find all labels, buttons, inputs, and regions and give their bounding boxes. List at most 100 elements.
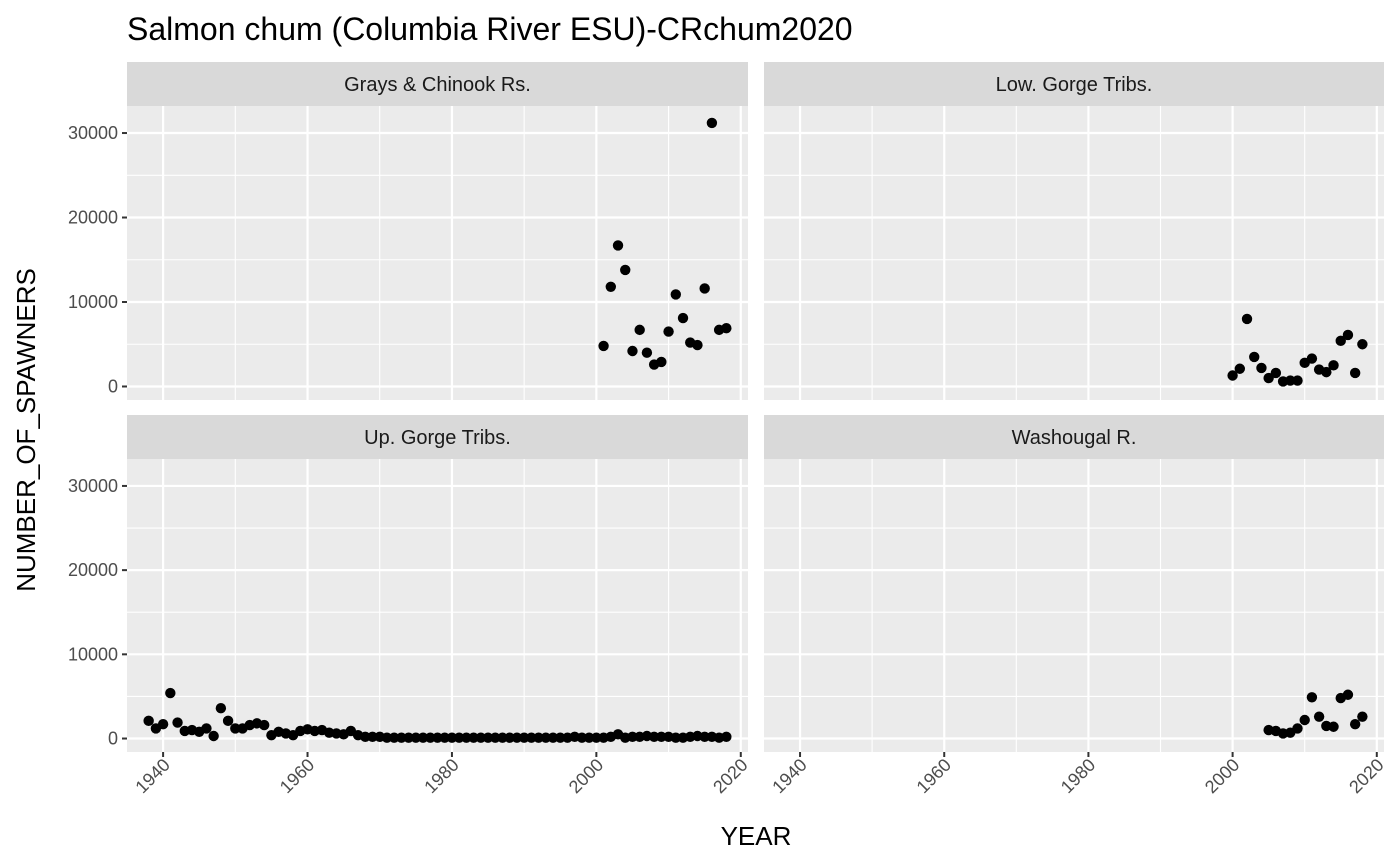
data-point <box>157 719 169 730</box>
data-point <box>627 345 638 357</box>
data-point <box>663 326 674 337</box>
facet-panel-up-gorge-tribs: Up. Gorge Tribs. <box>127 415 748 752</box>
data-point <box>461 732 472 743</box>
y-tick-label: 20000 <box>68 560 118 580</box>
data-point <box>1349 367 1361 379</box>
data-point <box>555 732 566 743</box>
data-point <box>1342 689 1354 700</box>
y-tick-label: 10000 <box>68 292 118 312</box>
data-point <box>591 732 602 743</box>
x-tick-label: 2020 <box>1345 755 1387 797</box>
data-point <box>670 289 681 300</box>
x-axis-title: YEAR <box>721 821 792 851</box>
data-point <box>598 340 609 352</box>
y-tick-label: 30000 <box>68 476 118 496</box>
data-point <box>201 723 212 734</box>
data-point <box>648 731 660 743</box>
data-point <box>1342 329 1354 341</box>
data-point <box>468 732 479 743</box>
data-point <box>1357 711 1368 722</box>
data-point <box>1313 711 1325 722</box>
data-point <box>143 715 154 727</box>
data-point <box>259 719 270 731</box>
facet-strip-label: Grays & Chinook Rs. <box>344 74 531 96</box>
y-tick-label: 30000 <box>68 123 118 143</box>
data-point <box>490 732 501 743</box>
data-point <box>446 732 458 743</box>
data-point <box>439 732 450 743</box>
data-point <box>641 347 653 358</box>
data-point <box>1328 721 1339 732</box>
data-point <box>1270 367 1282 379</box>
data-point <box>656 356 667 368</box>
data-point <box>1357 339 1368 350</box>
data-point <box>1349 719 1361 730</box>
data-point <box>706 117 718 129</box>
data-point <box>634 324 645 336</box>
x-tick-label: 1940 <box>131 755 173 797</box>
data-point <box>475 732 487 743</box>
data-point <box>1299 714 1310 726</box>
facet-panel-washougal-r: Washougal R. <box>764 415 1384 752</box>
data-point <box>1328 360 1339 371</box>
data-point <box>417 732 429 743</box>
x-tick-label: 2020 <box>709 755 751 797</box>
x-tick-label: 1940 <box>768 755 810 797</box>
panel-background <box>764 106 1384 400</box>
x-tick-label: 2000 <box>565 755 607 797</box>
data-point <box>547 732 559 743</box>
data-point <box>1306 353 1318 364</box>
data-point <box>1263 372 1274 384</box>
data-point <box>172 717 183 728</box>
data-point <box>432 732 443 743</box>
data-point <box>721 731 732 743</box>
data-point <box>1321 366 1332 378</box>
facet-strip-label: Up. Gorge Tribs. <box>364 427 511 449</box>
facet-strip <box>764 415 1384 459</box>
data-point <box>482 732 494 743</box>
data-point <box>612 240 624 251</box>
data-point <box>699 283 710 294</box>
x-tick-label: 1960 <box>913 755 955 797</box>
y-tick-label: 0 <box>108 376 118 396</box>
data-point <box>605 281 616 292</box>
facet-strip-label: Washougal R. <box>1012 427 1137 449</box>
data-point <box>540 732 552 743</box>
data-point <box>1285 375 1296 386</box>
data-point <box>620 264 631 276</box>
data-point <box>367 731 378 743</box>
data-point <box>670 732 681 743</box>
data-point <box>360 731 371 743</box>
facet-panels: Grays & Chinook Rs. Low. Gorge Tribs. Up. … <box>127 62 1384 752</box>
data-point <box>518 732 530 743</box>
facet-strip <box>764 62 1384 106</box>
y-tick-label: 10000 <box>68 644 118 664</box>
data-point <box>1256 362 1267 374</box>
x-tick-label: 1960 <box>276 755 318 797</box>
data-point <box>165 687 176 699</box>
data-point <box>1234 363 1246 374</box>
panel-background <box>127 459 748 752</box>
facet-strip <box>127 62 748 106</box>
data-point <box>403 732 414 743</box>
x-tick-label: 1980 <box>1057 755 1099 797</box>
y-axis-tick-labels: 0 10000 20000 30000 0 10000 20000 30000 <box>68 123 127 749</box>
data-point <box>583 732 595 743</box>
facet-strip <box>127 415 748 459</box>
y-axis-title: NUMBER_OF_SPAWNERS <box>11 268 41 592</box>
facet-strip-label: Low. Gorge Tribs. <box>996 74 1153 96</box>
data-point <box>381 732 393 743</box>
data-point <box>721 322 732 334</box>
data-point <box>425 732 436 743</box>
data-point <box>627 731 638 743</box>
data-point <box>533 732 544 743</box>
facet-panel-grays-chinook-rs: Grays & Chinook Rs. <box>127 62 748 400</box>
x-tick-label: 2000 <box>1201 755 1243 797</box>
data-point <box>1306 692 1318 703</box>
y-tick-label: 20000 <box>68 208 118 228</box>
data-point <box>1241 313 1253 325</box>
panel-background <box>764 459 1384 752</box>
data-point <box>576 732 588 743</box>
x-tick-label: 1980 <box>420 755 462 797</box>
